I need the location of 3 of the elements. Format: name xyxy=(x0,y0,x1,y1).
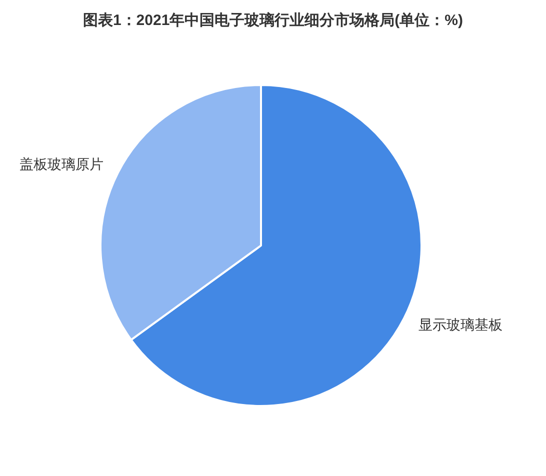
slice-label: 显示玻璃基板 xyxy=(418,316,502,332)
slice-label: 盖板玻璃原片 xyxy=(20,156,104,172)
chart-title: 图表1：2021年中国电子玻璃行业细分市场格局(单位：%) xyxy=(82,11,464,31)
